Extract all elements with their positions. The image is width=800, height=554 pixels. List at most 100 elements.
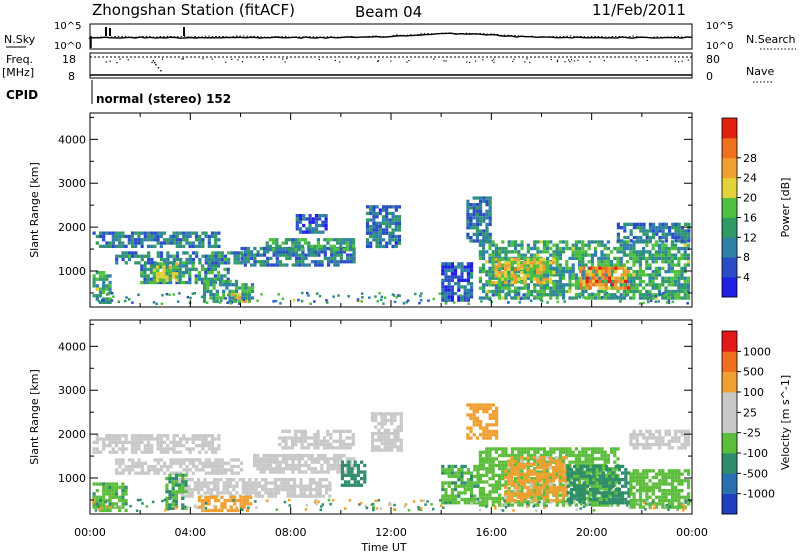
- vel-cell: [222, 487, 226, 492]
- power-cell: [156, 251, 160, 255]
- power-cell: [444, 265, 448, 269]
- power-cell: [563, 300, 566, 303]
- vel-cell: [165, 506, 169, 510]
- freq-tick-high: 18: [62, 53, 76, 66]
- vel-cell: [114, 434, 119, 438]
- power-cell: [668, 232, 672, 236]
- vel-cell: [95, 482, 99, 486]
- power-cell: [175, 275, 179, 279]
- vel-cell: [353, 480, 357, 484]
- power-cell: [102, 284, 106, 288]
- vel-cell: [277, 491, 281, 495]
- vel-cell: [648, 436, 652, 440]
- vel-cell: [124, 502, 128, 506]
- vel-cell: [222, 484, 226, 488]
- vel-cell: [491, 447, 495, 451]
- power-cell: [160, 302, 164, 305]
- vel-cell: [551, 479, 556, 483]
- vel-cell: [558, 450, 562, 454]
- vel-cell: [111, 502, 115, 506]
- vel-cell: [118, 458, 122, 462]
- vel-cell: [466, 501, 470, 505]
- power-cell: [555, 296, 559, 300]
- power-cell: [667, 250, 671, 254]
- vel-cell: [513, 492, 517, 496]
- freq-scatter: [105, 58, 689, 72]
- power-cell: [616, 246, 620, 251]
- vel-cell: [344, 483, 348, 487]
- power-cell: [204, 257, 208, 262]
- power-cell: [533, 270, 537, 274]
- vel-cell: [98, 498, 103, 503]
- power-cell: [526, 296, 530, 300]
- power-cell: [616, 222, 620, 226]
- power-cell: [510, 280, 514, 285]
- power-cell: [374, 295, 377, 298]
- vel-cell: [383, 418, 387, 423]
- vel-cell: [329, 442, 333, 447]
- power-cell: [535, 297, 539, 300]
- power-cell: [635, 256, 639, 261]
- power-cell: [667, 301, 670, 304]
- vel-cell: [613, 453, 617, 458]
- vel-cell: [587, 483, 591, 487]
- power-cell: [539, 280, 543, 285]
- vel-cell: [488, 450, 492, 454]
- power-cell: [648, 273, 652, 277]
- vel-cell: [121, 489, 125, 493]
- power-cell: [600, 296, 604, 299]
- power-cell: [385, 228, 389, 232]
- power-cell: [402, 302, 406, 305]
- power-cell: [606, 260, 610, 264]
- power-cell: [674, 232, 678, 236]
- power-cell: [664, 279, 668, 284]
- vel-cell: [533, 490, 537, 494]
- power-cell: [597, 260, 601, 264]
- vel-cell: [134, 464, 138, 469]
- power-cell: [202, 283, 207, 287]
- vel-cell: [137, 447, 141, 451]
- vel-cell: [617, 491, 621, 495]
- vel-cell: [542, 493, 546, 497]
- power-cell: [447, 291, 451, 296]
- vel-cell: [235, 491, 239, 495]
- power-cell: [478, 243, 482, 247]
- power-cell: [281, 248, 285, 252]
- vel-cell: [153, 468, 157, 472]
- power-cell: [375, 211, 379, 216]
- vel-cell: [137, 461, 141, 465]
- power-cell: [394, 215, 398, 219]
- power-cell: [510, 277, 514, 281]
- vel-cell: [118, 471, 122, 475]
- vel-cell: [600, 453, 604, 458]
- power-cell: [642, 296, 646, 300]
- power-cell: [491, 243, 495, 247]
- power-cell: [542, 289, 546, 294]
- vel-cell: [171, 490, 175, 494]
- power-cell: [324, 223, 328, 228]
- vel-cell: [270, 481, 274, 485]
- power-cell: [342, 238, 346, 242]
- vel-cell: [209, 481, 213, 485]
- vel-cell: [302, 494, 306, 498]
- power-cell: [253, 263, 257, 267]
- vel-cell: [165, 476, 169, 481]
- power-cell: [507, 240, 511, 244]
- vel-cell: [594, 480, 598, 484]
- vel-cell: [457, 494, 461, 498]
- power-cell: [680, 235, 684, 240]
- vel-cell: [686, 433, 691, 437]
- vel-cell: [289, 494, 293, 498]
- power-cell: [447, 288, 451, 292]
- vel-cell: [134, 444, 138, 448]
- vel-cell: [670, 446, 675, 450]
- power-cell: [526, 257, 530, 262]
- vel-cell: [159, 464, 164, 469]
- power-cell: [105, 244, 109, 248]
- vel-cell: [530, 447, 534, 451]
- power-cell: [253, 253, 257, 257]
- vel-cell: [642, 482, 646, 486]
- vel-cell: [265, 457, 269, 461]
- vel-cell: [281, 429, 285, 433]
- vel-cell: [300, 442, 304, 447]
